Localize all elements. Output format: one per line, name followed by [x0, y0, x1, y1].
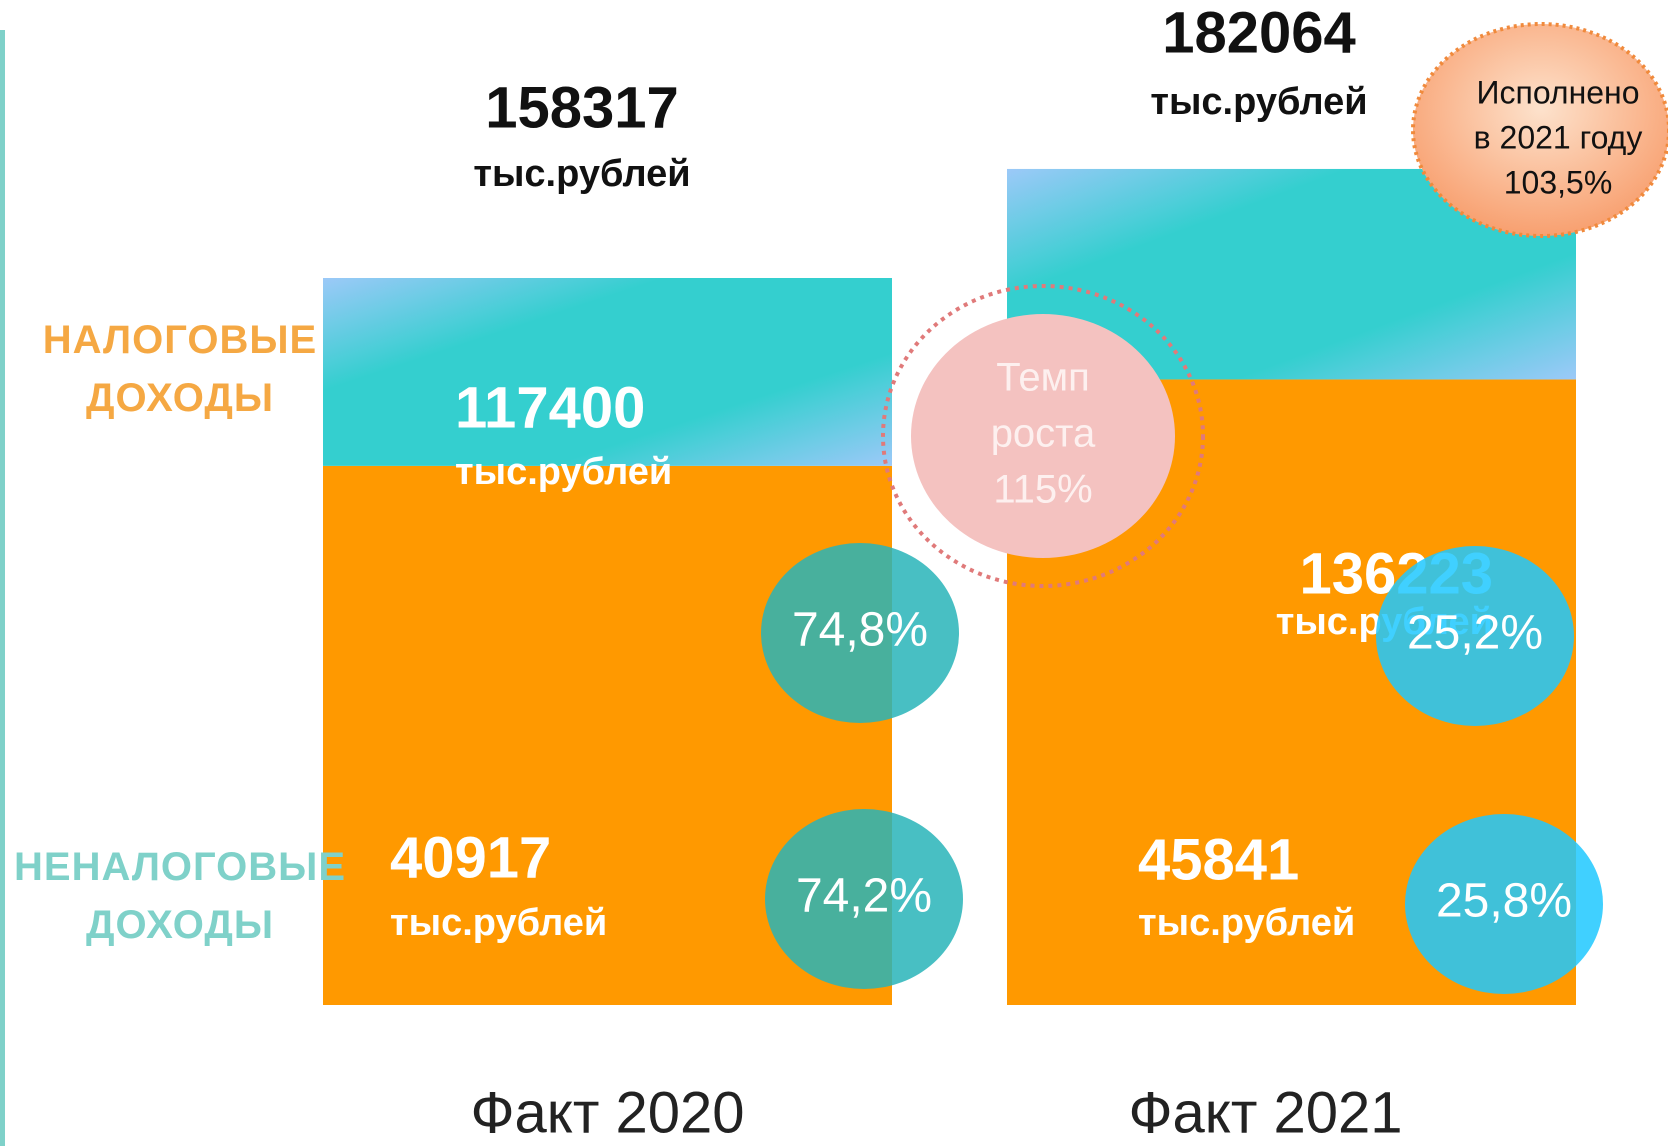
side-line: [0, 30, 5, 1146]
share-bubble: [761, 543, 959, 723]
share-bubble: [765, 809, 963, 989]
share-bubble: [1376, 546, 1574, 726]
total-unit: тыс.рублей: [473, 153, 690, 195]
exec-text: в 2021 году: [1474, 119, 1643, 155]
share-label: 74,2%: [796, 870, 932, 923]
total-value: 158317: [485, 75, 679, 140]
segment-value: 117400: [455, 375, 645, 440]
category-label: Факт 2020: [470, 1080, 744, 1145]
share-label: 25,8%: [1436, 875, 1572, 928]
exec-text: 103,5%: [1504, 164, 1613, 200]
growth-text: роста: [991, 412, 1096, 456]
segment-unit: тыс.рублей: [455, 451, 672, 493]
category-label: Факт 2021: [1128, 1080, 1402, 1145]
share-label: 25,2%: [1407, 607, 1543, 660]
segment-unit: тыс.рублей: [390, 902, 607, 944]
total-unit: тыс.рублей: [1150, 81, 1367, 123]
growth-ring: [881, 284, 1205, 588]
segment-unit: тыс.рублей: [1138, 902, 1355, 944]
growth-bubble: [911, 314, 1175, 558]
exec-bubble: [1411, 22, 1668, 238]
segment-value: 40917: [390, 825, 551, 890]
segment-value: 45841: [1138, 827, 1299, 892]
share-label: 74,8%: [792, 604, 928, 657]
series-name: НЕНАЛОГОВЫЕ ДОХОДЫ: [14, 845, 346, 947]
share-bubble: [1405, 814, 1603, 994]
growth-text: Темп: [996, 356, 1090, 400]
series-name: НАЛОГОВЫЕ ДОХОДЫ: [42, 318, 318, 420]
total-value: 182064: [1162, 0, 1356, 65]
exec-text: Исполнено: [1476, 74, 1639, 110]
growth-text: 115%: [993, 468, 1092, 512]
bar-segment: [323, 278, 892, 466]
